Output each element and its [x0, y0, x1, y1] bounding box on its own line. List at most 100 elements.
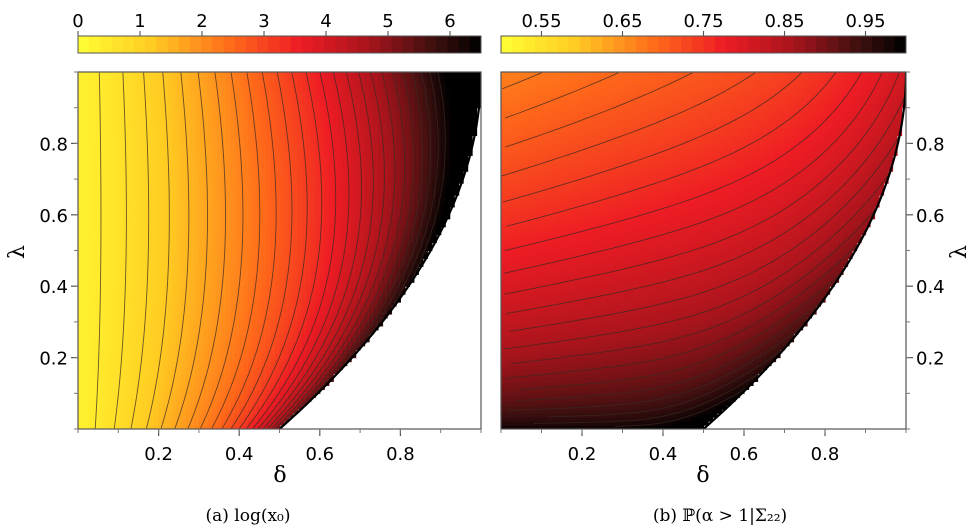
heat-cell: [95, 325, 101, 331]
heat-cell: [189, 95, 196, 101]
heat-cell: [292, 187, 299, 192]
heat-cell: [221, 111, 227, 117]
heat-cell: [203, 405, 209, 410]
heat-cell: [136, 417, 142, 422]
heat-cell: [140, 325, 146, 331]
heat-cell: [225, 369, 231, 375]
heat-cell: [172, 99, 178, 105]
heat-cell: [283, 286, 290, 291]
heat-cell: [261, 87, 267, 93]
heat-cell: [203, 198, 209, 204]
heat-cell: [95, 183, 101, 188]
heat-cell: [194, 179, 200, 184]
heat-cell: [131, 365, 137, 371]
heat-cell: [315, 317, 321, 323]
heat-cell: [82, 222, 88, 228]
heat-cell: [239, 353, 245, 359]
heat-cell: [194, 349, 200, 355]
heat-cell: [109, 147, 115, 152]
heat-cell: [163, 317, 169, 323]
heat-cell: [234, 258, 240, 263]
heat-cell: [100, 266, 106, 271]
heat-cell: [140, 365, 146, 371]
heat-cell: [270, 135, 276, 141]
heat-cell: [234, 187, 240, 192]
heat-cell: [122, 87, 128, 93]
heat-cell: [86, 95, 93, 101]
heat-cell: [243, 246, 249, 252]
heat-cell: [140, 425, 146, 429]
heat-cell: [82, 325, 88, 331]
heat-cell: [270, 183, 276, 188]
heat-cell: [118, 286, 124, 291]
heat-cell: [154, 365, 160, 371]
heat-cell: [109, 183, 115, 188]
heat-cell: [216, 127, 222, 133]
heat-cell: [216, 417, 222, 422]
heat-cell: [261, 250, 267, 256]
heat-cell: [163, 250, 169, 256]
heat-cell: [167, 389, 173, 394]
heat-cell: [248, 377, 254, 382]
heat-cell: [230, 373, 236, 379]
heat-cell: [221, 139, 227, 144]
heat-cell: [127, 171, 133, 176]
heat-cell: [118, 357, 124, 363]
heat-cell: [275, 87, 281, 93]
heat-cell: [127, 238, 133, 244]
heat-cell: [261, 333, 267, 339]
heat-cell: [315, 266, 321, 271]
heat-cell: [149, 381, 155, 386]
heat-cell: [207, 230, 213, 236]
heat-cell: [324, 262, 330, 267]
heat-cell: [283, 83, 290, 89]
heat-cell: [104, 234, 110, 240]
heat-cell: [221, 75, 227, 81]
heat-cell: [261, 95, 267, 101]
heat-cell: [288, 202, 294, 208]
heat-cell: [212, 250, 218, 256]
heat-cell: [189, 246, 196, 252]
heat-cell: [136, 83, 142, 89]
heat-cell: [225, 349, 231, 355]
heat-cell: [301, 131, 307, 137]
heat-cell: [315, 353, 321, 359]
heat-cell: [292, 230, 299, 236]
heat-cell: [189, 183, 196, 188]
heat-cell: [167, 151, 173, 156]
heat-cell: [266, 151, 272, 156]
heat-cell: [172, 163, 178, 168]
heat-cell: [109, 72, 115, 77]
heat-cell: [252, 218, 258, 224]
heat-cell: [113, 313, 119, 319]
heat-cell: [216, 337, 222, 343]
heat-cell: [194, 302, 200, 307]
heat-cell: [198, 111, 204, 117]
heat-cell: [194, 317, 200, 323]
heat-cell: [283, 325, 290, 331]
heat-cell: [252, 389, 258, 394]
heat-cell: [292, 357, 299, 363]
heat-cell: [270, 159, 276, 164]
heat-cell: [310, 163, 316, 168]
heat-cell: [207, 397, 213, 402]
heat-cell: [172, 286, 178, 291]
heat-cell: [243, 409, 249, 414]
heat-cell: [78, 127, 84, 133]
heat-cell: [319, 246, 325, 252]
heat-cell: [279, 270, 285, 275]
heat-cell: [266, 115, 272, 121]
heat-cell: [261, 151, 267, 156]
heat-cell: [292, 115, 299, 121]
heat-cell: [230, 99, 236, 105]
heat-cell: [185, 230, 191, 236]
heat-cell: [118, 345, 124, 351]
heat-cell: [185, 313, 191, 319]
heat-cell: [230, 75, 236, 81]
heat-cell: [131, 187, 137, 192]
heat-cell: [310, 341, 316, 347]
heat-cell: [154, 321, 160, 327]
heat-cell: [301, 298, 307, 303]
heat-cell: [239, 234, 245, 240]
heat-cell: [239, 337, 245, 343]
